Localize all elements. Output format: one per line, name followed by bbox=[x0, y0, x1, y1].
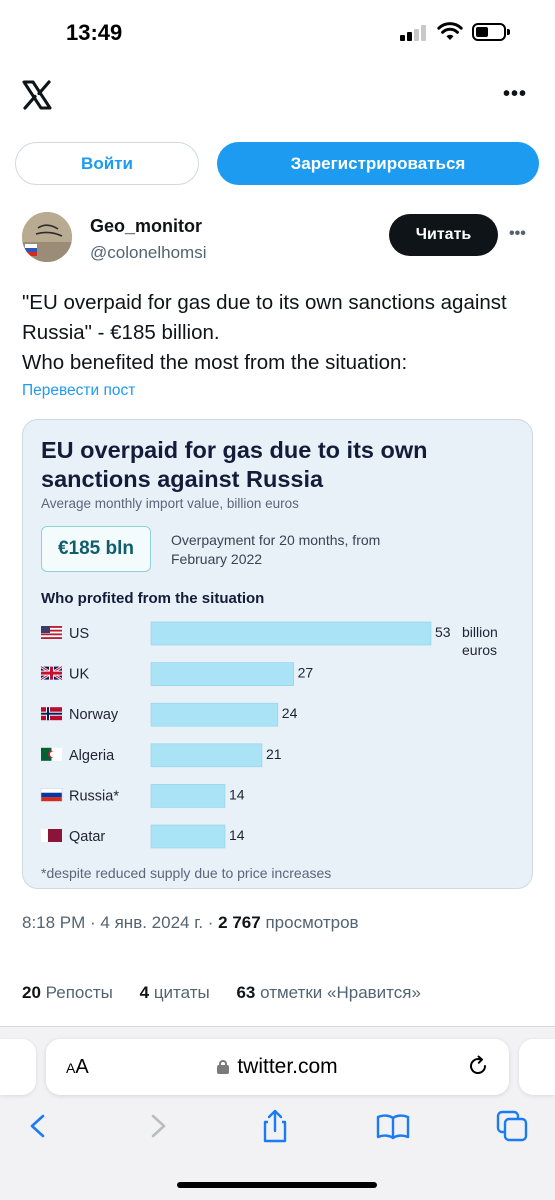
tweet-timestamp[interactable]: 8:18 PM · 4 янв. 2024 г. · 2 767 просмот… bbox=[22, 913, 359, 932]
register-button[interactable]: Зарегистрироваться bbox=[217, 142, 539, 185]
bar-value-label: 24 bbox=[282, 705, 298, 721]
value-unit-label: billion bbox=[462, 624, 498, 640]
tweet-text: "EU overpaid for gas due to its own sanc… bbox=[22, 288, 537, 378]
x-logo-icon[interactable] bbox=[22, 80, 52, 110]
status-time: 13:49 bbox=[66, 20, 123, 45]
views-label: просмотров bbox=[265, 913, 359, 932]
chart-title: EU overpaid for gas due to its own sanct… bbox=[41, 437, 428, 492]
quotes-stat[interactable]: 4 цитаты bbox=[139, 983, 210, 1002]
bar bbox=[150, 743, 263, 768]
bar-category-label: Qatar bbox=[69, 829, 105, 845]
text-size-button[interactable]: AA bbox=[66, 1056, 89, 1078]
value-unit-label: euros bbox=[462, 642, 497, 658]
bookmarks-icon[interactable] bbox=[375, 1108, 411, 1144]
tabs-icon[interactable] bbox=[494, 1108, 530, 1144]
chart-footnote: *despite reduced supply due to price inc… bbox=[41, 865, 332, 881]
previous-tab[interactable] bbox=[0, 1039, 36, 1095]
uk-flag-icon bbox=[40, 665, 63, 681]
tweet-text-line: Who benefited the most from the situatio… bbox=[22, 351, 408, 374]
user-handle[interactable]: @colonelhomsi bbox=[90, 243, 207, 262]
reload-icon[interactable] bbox=[467, 1055, 489, 1077]
bar bbox=[150, 662, 294, 686]
engagement-stats: 20 Репосты 4 цитаты 63 отметки «Нравится… bbox=[22, 983, 443, 1003]
tweet-time: 8:18 PM bbox=[22, 913, 86, 932]
bar-category-label: UK bbox=[69, 667, 89, 683]
wifi-icon bbox=[437, 22, 463, 40]
bar-chart: US 53 billion euros UK 27 Norway 24 Algeria 21 Rus… bbox=[40, 621, 498, 849]
tweet-date: 4 янв. 2024 г. bbox=[100, 913, 204, 932]
forward-icon[interactable] bbox=[140, 1108, 176, 1144]
more-options-icon[interactable]: ••• bbox=[503, 83, 528, 105]
address-bar[interactable]: AA twitter.com bbox=[46, 1039, 509, 1095]
tweet-more-icon[interactable]: ••• bbox=[509, 225, 526, 242]
bar-value-label: 14 bbox=[229, 786, 245, 802]
algeria-flag-icon bbox=[41, 747, 62, 761]
chart-subtitle: Average monthly import value, billion eu… bbox=[41, 496, 299, 511]
likes-stat[interactable]: 63 отметки «Нравится» bbox=[236, 983, 421, 1002]
bar bbox=[150, 784, 226, 808]
bar bbox=[150, 824, 226, 849]
bar bbox=[150, 621, 432, 646]
battery-icon bbox=[472, 23, 510, 41]
read-button[interactable]: Читать bbox=[389, 214, 498, 256]
display-name[interactable]: Geo_monitor bbox=[90, 216, 203, 236]
bar-category-label: Algeria bbox=[69, 748, 115, 764]
share-icon[interactable] bbox=[257, 1108, 293, 1144]
login-button[interactable]: Войти bbox=[15, 142, 199, 185]
bar-category-label: Norway bbox=[69, 707, 119, 723]
qatar-flag-icon bbox=[41, 829, 62, 842]
norway-flag-icon bbox=[41, 707, 62, 721]
bar-value-label: 21 bbox=[266, 746, 282, 762]
bar-value-label: 53 bbox=[435, 624, 451, 640]
back-icon[interactable] bbox=[20, 1108, 56, 1144]
cellular-signal-icon bbox=[400, 25, 430, 41]
tweet-media-chart[interactable]: EU overpaid for gas due to its own sanct… bbox=[22, 419, 533, 889]
home-indicator bbox=[177, 1182, 377, 1188]
bar-value-label: 14 bbox=[229, 827, 245, 843]
overpayment-badge: €185 bln bbox=[41, 526, 151, 572]
overpayment-text: Overpayment for 20 months, from February… bbox=[171, 532, 381, 567]
bar bbox=[150, 702, 279, 727]
status-bar: 13:49 bbox=[0, 0, 555, 64]
url-text[interactable]: twitter.com bbox=[46, 1055, 509, 1079]
bar-value-label: 27 bbox=[298, 665, 314, 681]
us-flag-icon bbox=[41, 626, 62, 639]
bar-category-label: US bbox=[69, 626, 89, 642]
lock-icon bbox=[217, 1060, 230, 1074]
views-count: 2 767 bbox=[218, 913, 261, 932]
translate-post-link[interactable]: Перевести пост bbox=[22, 382, 136, 399]
next-tab[interactable] bbox=[519, 1039, 555, 1095]
avatar[interactable] bbox=[22, 212, 72, 262]
russia-flag-icon bbox=[40, 788, 63, 802]
tweet-text-line: "EU overpaid for gas due to its own sanc… bbox=[22, 291, 507, 344]
reposts-stat[interactable]: 20 Репосты bbox=[22, 983, 113, 1002]
chart-heading: Who profited from the situation bbox=[41, 590, 265, 607]
bar-category-label: Russia* bbox=[69, 788, 119, 804]
